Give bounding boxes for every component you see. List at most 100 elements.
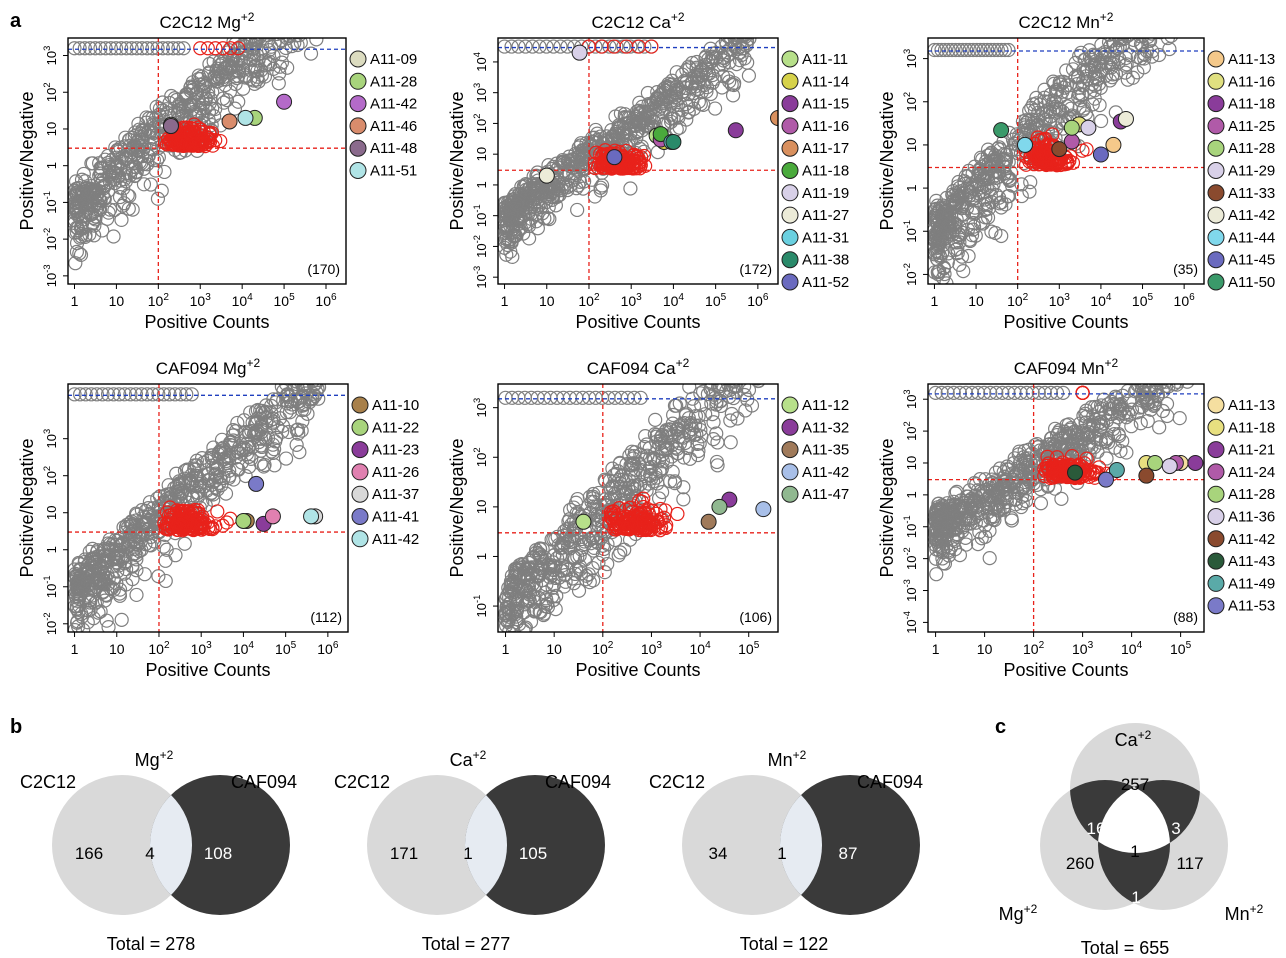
background-point: [1023, 175, 1038, 190]
background-point: [1159, 384, 1173, 389]
background-point: [299, 7, 312, 20]
background-point: [289, 437, 304, 452]
highlighted-point-A11-29: [1080, 119, 1097, 136]
background-point: [728, 340, 741, 353]
legend-marker: [1207, 162, 1225, 179]
background-point: [745, 342, 758, 355]
background-point: [741, 68, 757, 83]
saturated-point: [966, 42, 981, 58]
background-point: [551, 570, 567, 585]
background-point: [1112, 39, 1127, 54]
background-point: [146, 142, 161, 157]
background-point: [1147, 15, 1160, 28]
background-point: [506, 576, 521, 592]
background-point: [930, 206, 945, 221]
saturated-point: [969, 42, 984, 58]
background-point: [648, 101, 663, 116]
background-point: [79, 561, 94, 577]
saturated-point: [980, 42, 995, 58]
background-point: [295, 0, 308, 4]
background-point: [1086, 409, 1101, 424]
background-point: [1151, 38, 1161, 40]
background-point: [678, 80, 694, 96]
background-point: [726, 384, 741, 389]
background-point: [1150, 388, 1166, 403]
enriched-point: [670, 506, 685, 522]
background-point: [961, 489, 976, 504]
panel-label-a: a: [10, 10, 22, 32]
enriched-point: [653, 501, 668, 517]
highlighted-point-A11-17: [770, 110, 778, 127]
background-point: [1133, 51, 1148, 66]
background-point: [91, 201, 107, 217]
background-point: [265, 38, 269, 39]
saturated-point: [623, 39, 638, 54]
saturated-point: [983, 385, 998, 400]
legend-label: A11-38: [802, 252, 849, 269]
background-point: [611, 548, 626, 563]
background-point: [508, 567, 523, 582]
background-point: [231, 94, 246, 109]
chart-title: CAF094 Mg+2: [156, 356, 261, 378]
saturated-point: [95, 387, 110, 402]
background-point: [532, 568, 547, 584]
background-point: [655, 485, 670, 500]
background-point: [239, 43, 254, 59]
saturated-point: [151, 387, 166, 402]
highlighted-point-A11-19: [571, 44, 588, 61]
legend-marker: [351, 530, 369, 548]
background-point: [159, 542, 174, 557]
background-point: [304, 20, 317, 33]
background-point: [716, 367, 729, 380]
background-point: [536, 606, 552, 621]
background-point: [678, 408, 694, 423]
background-point: [1123, 21, 1136, 34]
background-point: [682, 61, 697, 76]
legend-label: A11-42: [1228, 207, 1275, 224]
highlighted-point-A11-42: [755, 501, 772, 518]
background-point: [928, 551, 944, 566]
background-point: [1145, 4, 1158, 17]
background-point: [153, 109, 168, 124]
background-point: [120, 188, 135, 203]
background-point: [728, 384, 736, 385]
background-point: [1155, 403, 1170, 419]
background-point: [555, 547, 570, 562]
background-point: [1159, 16, 1172, 29]
background-point: [566, 500, 581, 515]
enriched-saturated-point: [208, 41, 223, 56]
saturated-point: [123, 387, 138, 402]
y-tick-label: 10-3: [42, 264, 59, 287]
background-point: [1105, 70, 1120, 85]
background-point: [667, 398, 683, 413]
legend-label: A11-52: [802, 274, 849, 291]
saturated-point: [928, 42, 942, 58]
saturated-point: [955, 42, 970, 58]
count-annotation: (106): [739, 609, 772, 625]
background-point: [671, 419, 687, 434]
legend-marker: [781, 396, 799, 414]
background-point: [1147, 22, 1160, 35]
background-point: [202, 65, 217, 80]
background-point: [114, 212, 129, 227]
legend-label: A11-45: [1228, 252, 1275, 269]
x-tick-label: 1: [502, 641, 510, 657]
legend-marker: [781, 418, 799, 436]
background-point: [730, 342, 743, 355]
background-point: [275, 418, 291, 433]
background-point: [258, 21, 271, 34]
background-point: [259, 38, 269, 40]
background-point: [1068, 55, 1083, 70]
background-point: [272, 0, 285, 12]
background-point: [980, 142, 996, 157]
background-point: [239, 442, 254, 457]
enriched-point: [194, 136, 209, 151]
background-point: [1100, 23, 1113, 36]
background-point: [87, 563, 102, 578]
background-point: [154, 183, 169, 198]
background-point: [963, 516, 978, 531]
background-point: [300, 406, 315, 421]
saturated-point: [77, 41, 92, 56]
background-point: [296, 384, 311, 391]
background-point: [586, 573, 601, 588]
